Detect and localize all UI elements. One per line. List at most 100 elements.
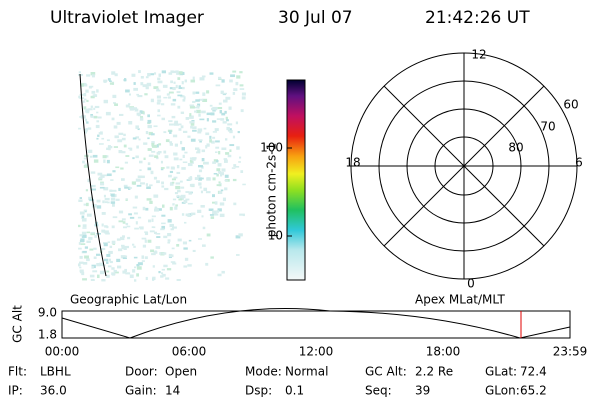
speckle — [140, 182, 145, 185]
speckle — [111, 71, 116, 75]
speckle — [158, 271, 161, 274]
speckle — [83, 93, 87, 97]
speckle — [133, 87, 138, 91]
speckle — [171, 178, 176, 181]
speckle — [161, 103, 165, 106]
speckle — [224, 187, 228, 191]
speckle — [141, 175, 145, 179]
speckle — [202, 92, 206, 96]
speckle — [172, 198, 177, 201]
speckle — [161, 181, 164, 185]
speckle — [180, 186, 185, 189]
speckle — [233, 88, 238, 92]
speckle — [189, 183, 195, 187]
speckle — [104, 201, 108, 204]
speckle — [197, 128, 202, 132]
speckle — [183, 265, 188, 268]
speckle — [114, 73, 118, 77]
speckle — [132, 243, 135, 246]
speckle — [122, 221, 126, 224]
speckle — [187, 202, 193, 205]
speckle — [190, 212, 196, 216]
speckle — [85, 118, 88, 122]
speckle — [111, 273, 116, 276]
speckle — [171, 247, 175, 250]
speckle — [112, 94, 117, 99]
speckle — [179, 180, 183, 183]
speckle — [192, 100, 196, 103]
speckle — [147, 137, 150, 140]
speckle — [129, 93, 132, 96]
speckle — [131, 73, 136, 77]
speckle — [81, 231, 87, 235]
speckle — [213, 173, 218, 175]
speckle — [145, 131, 149, 135]
speckle — [116, 238, 121, 241]
speckle — [154, 208, 159, 212]
speckle — [147, 119, 152, 124]
speckle — [176, 171, 181, 175]
speckle — [215, 146, 220, 149]
speckle — [229, 144, 235, 147]
colorbar-label: photon cm-2s-1 — [265, 143, 279, 238]
x-tick-label: 00:00 — [45, 345, 80, 359]
speckle — [163, 150, 167, 154]
speckle — [179, 195, 185, 199]
speckle — [103, 230, 106, 234]
speckle — [101, 279, 106, 282]
speckle — [81, 271, 85, 276]
speckle — [135, 125, 139, 129]
speckle — [151, 218, 154, 222]
speckle — [229, 149, 232, 152]
speckle — [137, 95, 143, 98]
speckle — [79, 197, 83, 200]
info-value: Open — [165, 365, 197, 379]
speckle — [91, 74, 95, 78]
speckle — [208, 208, 214, 212]
speckle — [232, 178, 237, 182]
speckle — [171, 115, 176, 119]
speckle — [152, 276, 156, 280]
speckle — [203, 127, 207, 130]
speckle — [213, 213, 219, 216]
speckle — [181, 167, 186, 170]
speckle — [84, 98, 87, 101]
speckle — [192, 157, 197, 160]
speckle — [78, 242, 81, 245]
speckle — [98, 176, 103, 180]
speckle — [112, 216, 118, 219]
speckle — [219, 110, 222, 114]
speckle — [101, 137, 105, 140]
speckle — [182, 241, 188, 245]
speckle — [90, 278, 95, 281]
speckle — [139, 226, 144, 230]
speckle — [125, 155, 130, 157]
speckle — [157, 208, 162, 211]
speckle — [195, 147, 200, 150]
speckle — [125, 104, 130, 108]
lat-label: 70 — [540, 120, 555, 134]
speckle — [109, 80, 112, 83]
speckle — [193, 106, 198, 109]
speckle — [178, 87, 184, 90]
speckle — [180, 140, 183, 145]
speckle — [106, 159, 110, 164]
speckle — [100, 247, 106, 251]
speckle — [119, 113, 124, 116]
speckle — [122, 235, 125, 238]
speckle — [78, 199, 83, 202]
speckle — [125, 272, 131, 275]
speckle — [145, 207, 149, 211]
speckle — [136, 184, 142, 187]
speckle — [177, 77, 181, 80]
speckle — [151, 141, 155, 145]
speckle — [106, 139, 110, 142]
speckle — [197, 209, 202, 213]
speckle — [78, 247, 82, 250]
speckle — [79, 211, 85, 215]
speckle — [200, 205, 205, 208]
speckle — [233, 202, 237, 206]
speckle — [172, 87, 176, 91]
speckle — [134, 227, 139, 230]
speckle — [134, 266, 137, 269]
